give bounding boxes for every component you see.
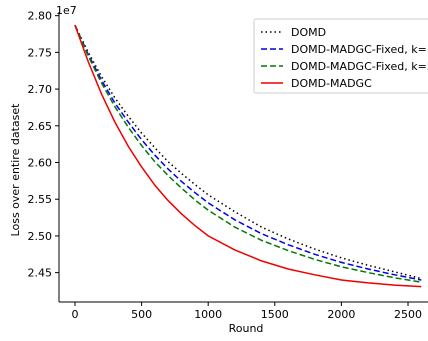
- legend: DOMD DOMD-MADGC-Fixed, k=1 DOMD-MADGC-Fixe…: [253, 18, 428, 94]
- series-line-4: [74, 24, 422, 288]
- series-line-3: [74, 24, 422, 283]
- y-tick-label: 2.65: [28, 120, 53, 133]
- y-tick-label: 2.60: [28, 157, 53, 170]
- legend-box: [253, 18, 428, 94]
- legend-label: DOMD-MADGC-Fixed, k=5: [291, 60, 428, 73]
- series-layer: [74, 24, 422, 288]
- series-line-2: [74, 24, 422, 281]
- x-axis: 0 500 1000 1500 2000 2500: [71, 302, 422, 321]
- y-axis-label: Loss over entire dataset: [9, 103, 22, 237]
- y-tick-label: 2.70: [28, 83, 53, 96]
- y-axis: 2.45 2.50 2.55 2.60 2.65 2.70 2.75 2.80: [28, 10, 59, 280]
- y-tick-label: 2.55: [28, 193, 53, 206]
- x-tick-label: 2500: [394, 308, 422, 321]
- y-offset-label: 1e7: [56, 4, 77, 17]
- x-tick-label: 1500: [261, 308, 289, 321]
- x-tick-label: 0: [71, 308, 78, 321]
- y-tick-label: 2.80: [28, 10, 53, 23]
- x-axis-label: Round: [229, 322, 264, 335]
- y-tick-label: 2.50: [28, 230, 53, 243]
- x-tick-label: 1000: [194, 308, 222, 321]
- y-tick-label: 2.75: [28, 46, 53, 59]
- legend-label: DOMD-MADGC: [291, 77, 372, 90]
- y-tick-label: 2.45: [28, 267, 53, 280]
- x-tick-label: 2000: [327, 308, 355, 321]
- x-tick-label: 500: [131, 308, 152, 321]
- legend-label: DOMD-MADGC-Fixed, k=1: [291, 43, 428, 56]
- legend-label: DOMD: [291, 26, 326, 39]
